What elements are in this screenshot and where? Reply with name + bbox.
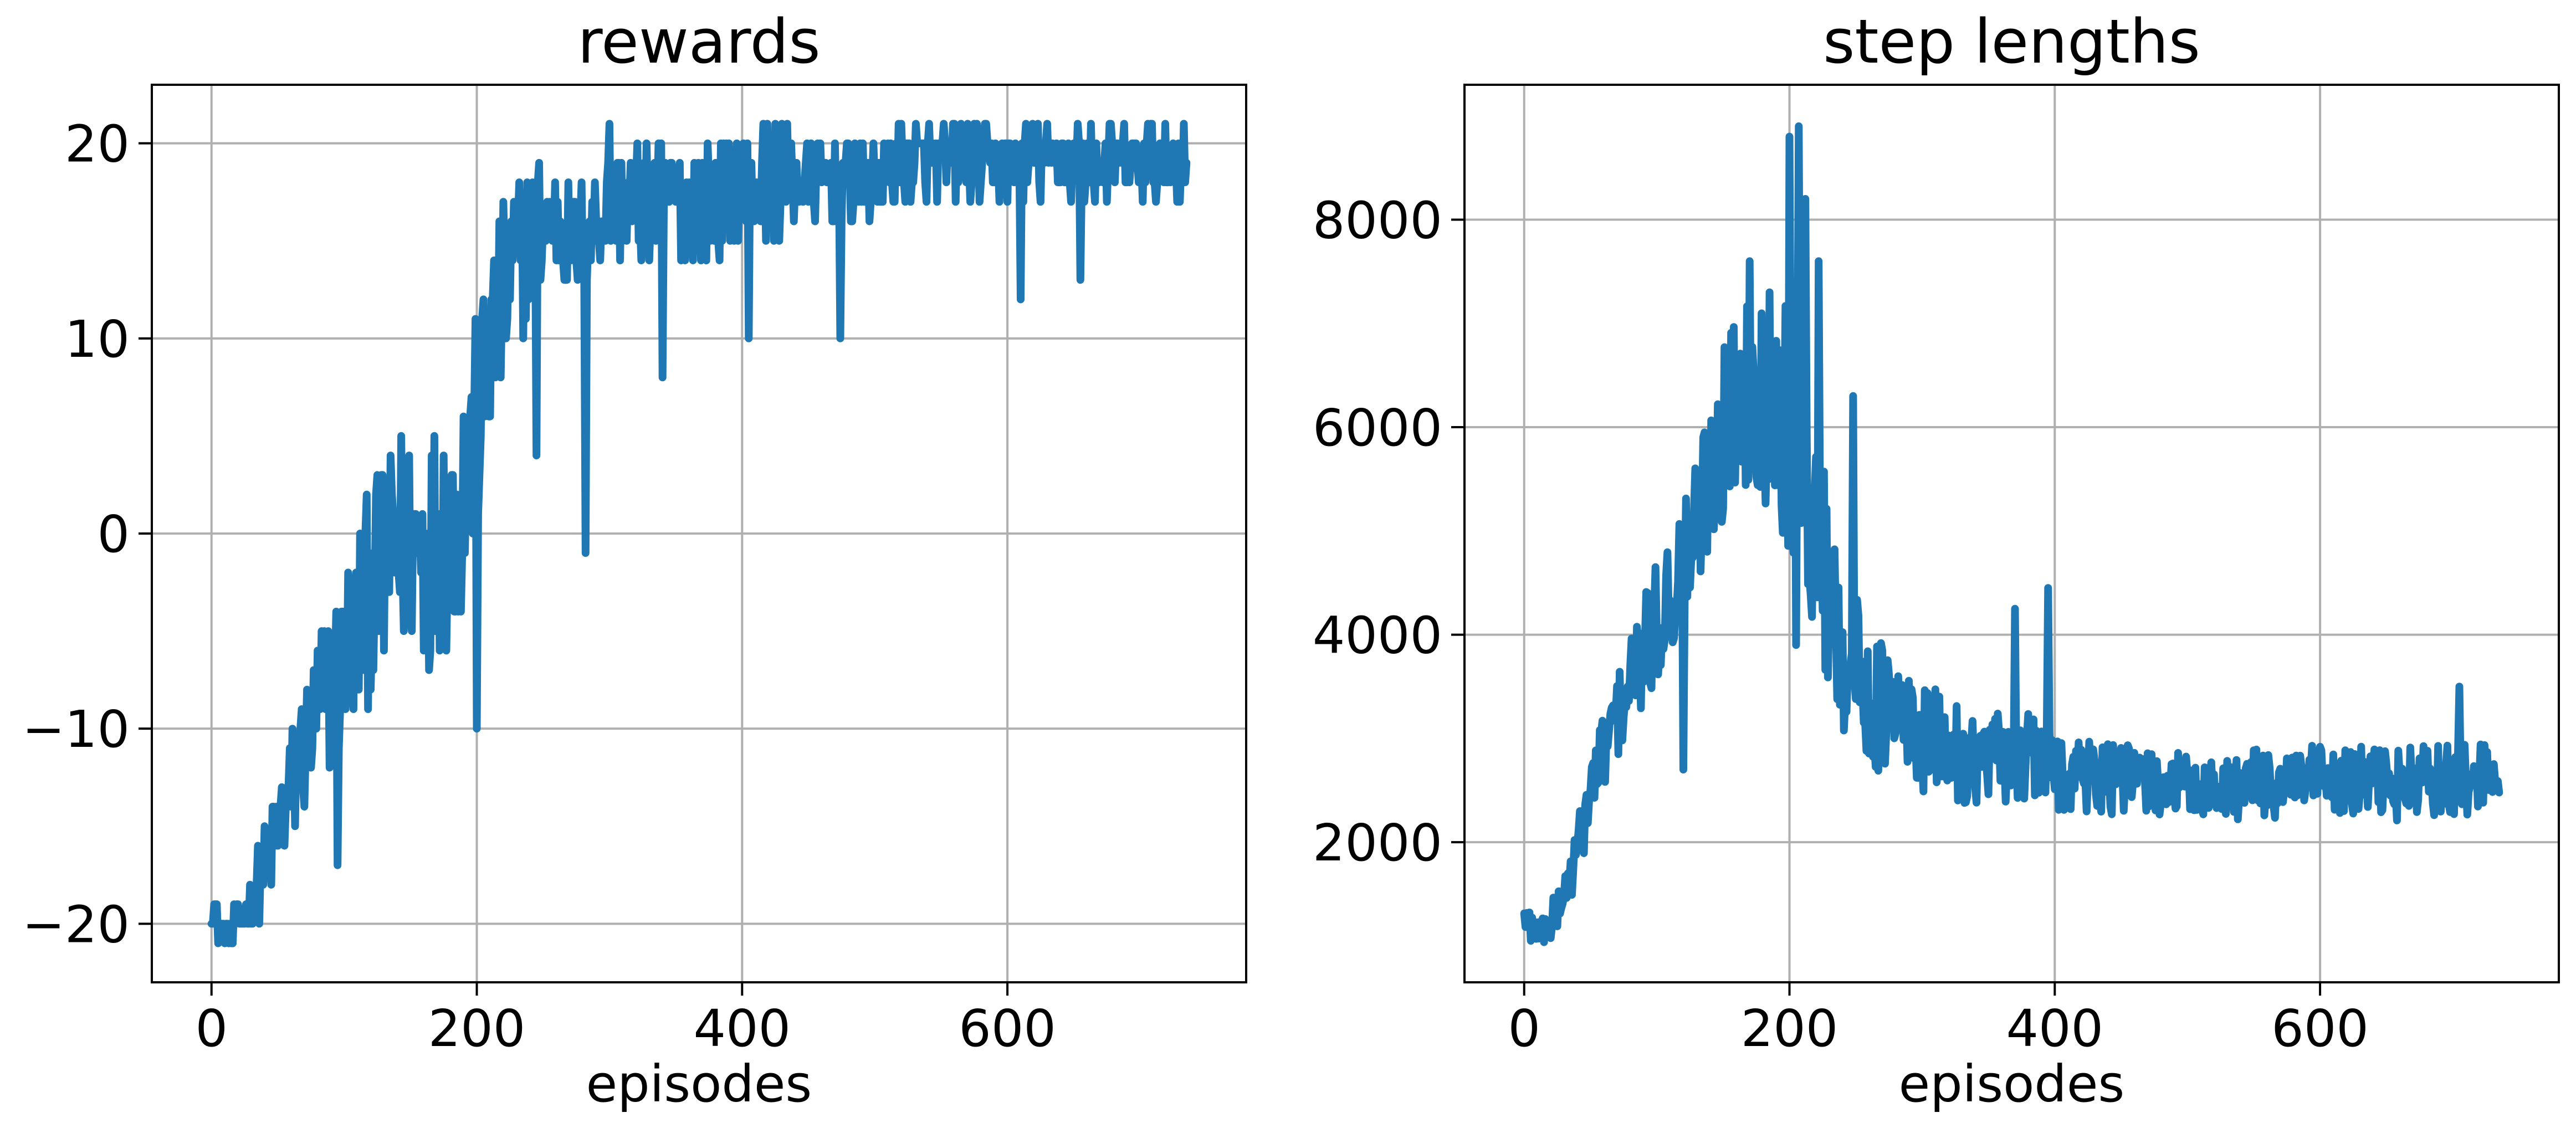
step-lengths-ytick-label-8000: 8000 (1313, 191, 1442, 250)
rewards-ytick-label-20: 20 (65, 115, 130, 174)
step-lengths-series (1520, 122, 2503, 946)
step-lengths-chart: step lengths episodes 0 200 400 600 2000 400… (1313, 6, 2560, 1114)
step-lengths-plot-frame (1463, 84, 2560, 983)
step-lengths-ytick-label-6000: 6000 (1313, 398, 1442, 458)
step-lengths-ytick-label-4000: 4000 (1313, 606, 1442, 665)
step-lengths-xtick-label-200: 200 (1741, 999, 1838, 1058)
step-lengths-ytick-label-2000: 2000 (1313, 813, 1442, 873)
rewards-xtick-label-200: 200 (428, 999, 526, 1058)
rewards-ytick-label-10: 10 (65, 310, 130, 369)
step-lengths-xtick-label-600: 600 (2271, 999, 2369, 1058)
rewards-xtick-label-0: 0 (195, 999, 228, 1058)
step-lengths-xtick-label-0: 0 (1508, 999, 1540, 1058)
step-lengths-xtick-label-400: 400 (2006, 999, 2103, 1058)
rewards-ytick-label--10: −10 (22, 700, 130, 759)
rewards-ytick-label-0: 0 (97, 505, 130, 564)
rewards-y-axis: −20 −10 0 10 20 (22, 115, 152, 954)
rewards-x-axis: 0 200 400 600 (195, 982, 1056, 1058)
step-lengths-line (1520, 122, 2503, 946)
rewards-xlabel: episodes (586, 1054, 812, 1114)
rewards-title: rewards (577, 6, 820, 77)
rewards-chart: rewards episodes 0 200 400 600 −20 −10 0 10 20 (22, 6, 1247, 1114)
rewards-series (207, 120, 1191, 947)
step-lengths-y-axis: 2000 4000 6000 8000 (1313, 191, 1464, 873)
rewards-line (207, 120, 1191, 947)
rewards-xtick-label-600: 600 (959, 999, 1056, 1058)
rewards-xtick-label-400: 400 (693, 999, 791, 1058)
rewards-ytick-label--20: −20 (22, 895, 130, 954)
step-lengths-title: step lengths (1823, 6, 2200, 77)
step-lengths-xlabel: episodes (1899, 1054, 2125, 1114)
step-lengths-x-axis: 0 200 400 600 (1508, 982, 2369, 1058)
